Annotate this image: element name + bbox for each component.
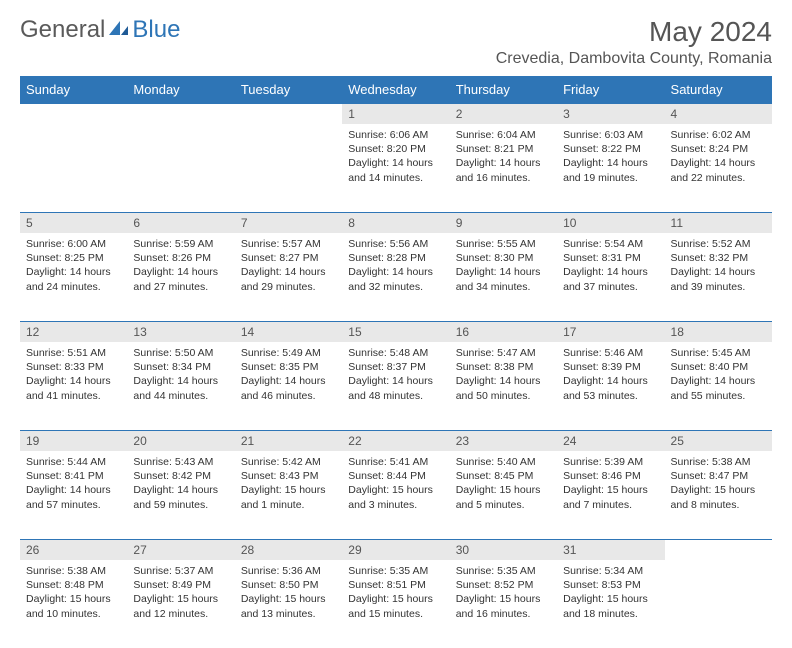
day-content: Sunrise: 5:39 AMSunset: 8:46 PMDaylight:… — [557, 451, 664, 514]
day-number: 31 — [557, 539, 664, 560]
calendar-table: SundayMondayTuesdayWednesdayThursdayFrid… — [20, 76, 772, 648]
weekday-header: Monday — [127, 76, 234, 103]
day-content: Sunrise: 6:03 AMSunset: 8:22 PMDaylight:… — [557, 124, 664, 187]
day-number: 16 — [450, 321, 557, 342]
day-content: Sunrise: 5:43 AMSunset: 8:42 PMDaylight:… — [127, 451, 234, 514]
day-content: Sunrise: 5:44 AMSunset: 8:41 PMDaylight:… — [20, 451, 127, 514]
calendar-body: 1234Sunrise: 6:06 AMSunset: 8:20 PMDayli… — [20, 103, 772, 648]
day-content: Sunrise: 6:00 AMSunset: 8:25 PMDaylight:… — [20, 233, 127, 296]
day-number: 14 — [235, 321, 342, 342]
weekday-header: Sunday — [20, 76, 127, 103]
day-number: 7 — [235, 212, 342, 233]
day-number: 23 — [450, 430, 557, 451]
day-content: Sunrise: 5:47 AMSunset: 8:38 PMDaylight:… — [450, 342, 557, 405]
day-content: Sunrise: 5:35 AMSunset: 8:51 PMDaylight:… — [342, 560, 449, 623]
day-number: 28 — [235, 539, 342, 560]
day-content: Sunrise: 6:02 AMSunset: 8:24 PMDaylight:… — [665, 124, 772, 187]
day-number: 29 — [342, 539, 449, 560]
weekday-header: Tuesday — [235, 76, 342, 103]
day-number-empty — [665, 539, 772, 560]
day-content: Sunrise: 5:50 AMSunset: 8:34 PMDaylight:… — [127, 342, 234, 405]
day-number: 18 — [665, 321, 772, 342]
day-number: 1 — [342, 103, 449, 124]
day-number: 3 — [557, 103, 664, 124]
day-number: 25 — [665, 430, 772, 451]
day-number: 15 — [342, 321, 449, 342]
day-number: 8 — [342, 212, 449, 233]
header: General Blue May 2024 Crevedia, Dambovit… — [20, 16, 772, 68]
day-number-empty — [127, 103, 234, 124]
day-content: Sunrise: 5:54 AMSunset: 8:31 PMDaylight:… — [557, 233, 664, 296]
day-number: 13 — [127, 321, 234, 342]
day-content: Sunrise: 5:38 AMSunset: 8:47 PMDaylight:… — [665, 451, 772, 514]
day-content: Sunrise: 5:35 AMSunset: 8:52 PMDaylight:… — [450, 560, 557, 623]
day-number-row: 262728293031 — [20, 539, 772, 560]
day-number: 26 — [20, 539, 127, 560]
day-content: Sunrise: 5:41 AMSunset: 8:44 PMDaylight:… — [342, 451, 449, 514]
month-title: May 2024 — [496, 16, 772, 48]
day-number: 20 — [127, 430, 234, 451]
day-content: Sunrise: 6:04 AMSunset: 8:21 PMDaylight:… — [450, 124, 557, 187]
day-number: 30 — [450, 539, 557, 560]
day-content-row: Sunrise: 6:06 AMSunset: 8:20 PMDaylight:… — [20, 124, 772, 212]
day-number: 21 — [235, 430, 342, 451]
day-content: Sunrise: 6:06 AMSunset: 8:20 PMDaylight:… — [342, 124, 449, 187]
day-content: Sunrise: 5:48 AMSunset: 8:37 PMDaylight:… — [342, 342, 449, 405]
day-number: 5 — [20, 212, 127, 233]
day-number: 22 — [342, 430, 449, 451]
day-content: Sunrise: 5:56 AMSunset: 8:28 PMDaylight:… — [342, 233, 449, 296]
day-number-row: 12131415161718 — [20, 321, 772, 342]
day-number-row: 19202122232425 — [20, 430, 772, 451]
day-content: Sunrise: 5:36 AMSunset: 8:50 PMDaylight:… — [235, 560, 342, 623]
weekday-header: Wednesday — [342, 76, 449, 103]
location-text: Crevedia, Dambovita County, Romania — [496, 50, 772, 68]
title-block: May 2024 Crevedia, Dambovita County, Rom… — [496, 16, 772, 68]
day-number-row: 1234 — [20, 103, 772, 124]
day-content: Sunrise: 5:45 AMSunset: 8:40 PMDaylight:… — [665, 342, 772, 405]
weekday-header: Saturday — [665, 76, 772, 103]
day-number-empty — [235, 103, 342, 124]
day-number: 12 — [20, 321, 127, 342]
day-content: Sunrise: 5:49 AMSunset: 8:35 PMDaylight:… — [235, 342, 342, 405]
day-content: Sunrise: 5:46 AMSunset: 8:39 PMDaylight:… — [557, 342, 664, 405]
day-number: 19 — [20, 430, 127, 451]
day-number-row: 567891011 — [20, 212, 772, 233]
day-content-row: Sunrise: 6:00 AMSunset: 8:25 PMDaylight:… — [20, 233, 772, 321]
day-content: Sunrise: 5:59 AMSunset: 8:26 PMDaylight:… — [127, 233, 234, 296]
weekday-header: Friday — [557, 76, 664, 103]
day-content: Sunrise: 5:55 AMSunset: 8:30 PMDaylight:… — [450, 233, 557, 296]
day-content: Sunrise: 5:51 AMSunset: 8:33 PMDaylight:… — [20, 342, 127, 405]
day-content: Sunrise: 5:34 AMSunset: 8:53 PMDaylight:… — [557, 560, 664, 623]
day-number-empty — [20, 103, 127, 124]
day-content-row: Sunrise: 5:51 AMSunset: 8:33 PMDaylight:… — [20, 342, 772, 430]
day-content: Sunrise: 5:57 AMSunset: 8:27 PMDaylight:… — [235, 233, 342, 296]
day-content: Sunrise: 5:37 AMSunset: 8:49 PMDaylight:… — [127, 560, 234, 623]
weekday-header-row: SundayMondayTuesdayWednesdayThursdayFrid… — [20, 76, 772, 103]
day-content: Sunrise: 5:40 AMSunset: 8:45 PMDaylight:… — [450, 451, 557, 514]
day-content: Sunrise: 5:42 AMSunset: 8:43 PMDaylight:… — [235, 451, 342, 514]
day-number: 17 — [557, 321, 664, 342]
day-number: 9 — [450, 212, 557, 233]
day-content-row: Sunrise: 5:44 AMSunset: 8:41 PMDaylight:… — [20, 451, 772, 539]
day-content: Sunrise: 5:52 AMSunset: 8:32 PMDaylight:… — [665, 233, 772, 296]
day-number: 11 — [665, 212, 772, 233]
day-number: 4 — [665, 103, 772, 124]
day-number: 2 — [450, 103, 557, 124]
day-number: 10 — [557, 212, 664, 233]
day-content-row: Sunrise: 5:38 AMSunset: 8:48 PMDaylight:… — [20, 560, 772, 648]
logo-text-blue: Blue — [132, 16, 180, 44]
logo: General Blue — [20, 16, 180, 44]
day-number: 6 — [127, 212, 234, 233]
logo-text-general: General — [20, 16, 105, 44]
day-content: Sunrise: 5:38 AMSunset: 8:48 PMDaylight:… — [20, 560, 127, 623]
logo-sail-icon — [108, 19, 130, 42]
day-number: 24 — [557, 430, 664, 451]
weekday-header: Thursday — [450, 76, 557, 103]
day-number: 27 — [127, 539, 234, 560]
